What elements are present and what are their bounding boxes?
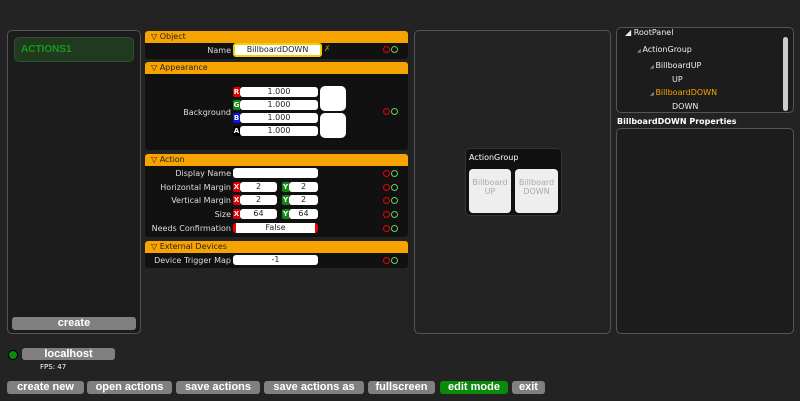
action-group-preview[interactable]: ActionGroup BillboardUP BillboardDOWN [465,148,562,216]
action-item[interactable]: ACTIONS1 [14,37,134,62]
save-actions-as-button[interactable]: save actions as [264,381,364,394]
tree-scrollbar[interactable] [783,37,788,111]
vertical-margin-label: Vertical Margin [171,196,231,205]
clear-icon[interactable]: ✗ [324,44,331,53]
create-button[interactable]: create [12,317,136,330]
exit-button[interactable]: exit [512,381,545,394]
background-label: Background [183,108,231,117]
vertical-margin-x[interactable]: 2 [240,195,277,205]
g-tag: G [233,100,240,110]
r-field[interactable]: 1.000 [240,87,318,97]
actions-list-panel: ACTIONS1 create [7,30,141,334]
name-field[interactable]: BillboardDOWN [233,43,322,57]
a-field[interactable]: 1.000 [240,126,318,136]
action-header[interactable]: ▽ Action [145,154,408,166]
y-tag: Y [282,209,289,219]
horizontal-margin-x[interactable]: 2 [240,182,277,192]
tree-item[interactable]: DOWN [672,102,699,111]
reset-icons[interactable] [383,46,401,54]
reset-icons[interactable] [383,257,401,265]
tree-panel: ◢ RootPanel ◢ ActionGroup ◢ BillboardUP … [616,27,794,113]
size-label: Size [214,210,231,219]
create-new-button[interactable]: create new [7,381,84,394]
x-tag: X [233,209,240,219]
billboard-down-label: BillboardDOWN [518,178,555,196]
y-tag: Y [282,195,289,205]
name-label: Name [207,46,231,55]
display-name-label: Display Name [175,169,231,178]
billboard-up-label: BillboardUP [472,178,508,196]
tree-item[interactable]: ◢ BillboardUP [650,61,702,70]
appearance-section: ▽ Appearance Background R 1.000 G 1.000 … [145,62,408,150]
open-actions-button[interactable]: open actions [87,381,172,394]
color-swatch-alpha[interactable] [320,113,346,138]
action-group-title: ActionGroup [469,153,519,162]
size-x[interactable]: 64 [240,209,277,219]
action-section: ▽ Action Display Name Horizontal Margin … [145,154,408,237]
y-tag: Y [282,182,289,192]
b-field[interactable]: 1.000 [240,113,318,123]
action-item-label: ACTIONS1 [21,44,72,55]
device-trigger-map-field[interactable]: -1 [233,255,318,265]
billboard-down-button[interactable]: BillboardDOWN [515,169,558,213]
b-tag: B [233,113,240,123]
reset-icons[interactable] [383,184,401,192]
reset-icons[interactable] [383,225,401,233]
billboard-up-button[interactable]: BillboardUP [469,169,511,213]
fullscreen-button[interactable]: fullscreen [368,381,435,394]
color-swatch[interactable] [320,86,346,111]
x-tag: X [233,195,240,205]
reset-icons[interactable] [383,170,401,178]
vertical-margin-y[interactable]: 2 [289,195,318,205]
fps-readout: FPS: 47 [40,363,67,371]
properties-title: BillboardDOWN Properties [617,117,737,126]
needs-confirmation-label: Needs Confirmation [151,224,231,233]
properties-panel [616,128,794,334]
x-tag: X [233,182,240,192]
horizontal-margin-y[interactable]: 2 [289,182,318,192]
g-field[interactable]: 1.000 [240,100,318,110]
device-trigger-map-label: Device Trigger Map [154,256,231,265]
r-tag: R [233,87,240,97]
tree-item[interactable]: ◢ RootPanel [625,28,674,37]
reset-icons[interactable] [383,197,401,205]
preview-panel: ActionGroup BillboardUP BillboardDOWN [414,30,611,334]
connection-status-icon [8,350,18,360]
reset-icons[interactable] [383,108,401,116]
tree-item[interactable]: ◢ ActionGroup [637,45,692,54]
tree-item[interactable]: UP [672,75,683,84]
reset-icons[interactable] [383,211,401,219]
external-devices-section: ▽ External Devices Device Trigger Map -1 [145,241,408,268]
edit-mode-button[interactable]: edit mode [440,381,508,394]
display-name-field[interactable] [233,168,318,178]
appearance-header[interactable]: ▽ Appearance [145,62,408,74]
host-button[interactable]: localhost [22,348,115,360]
size-y[interactable]: 64 [289,209,318,219]
save-actions-button[interactable]: save actions [176,381,260,394]
needs-confirmation-toggle[interactable]: False [233,223,318,233]
horizontal-margin-label: Horizontal Margin [160,183,231,192]
object-section: ▽ Object Name BillboardDOWN ✗ [145,31,408,59]
external-devices-header[interactable]: ▽ External Devices [145,241,408,253]
object-header[interactable]: ▽ Object [145,31,408,43]
tree-item-selected[interactable]: ◢ BillboardDOWN [650,88,718,97]
a-tag: A [233,126,240,136]
